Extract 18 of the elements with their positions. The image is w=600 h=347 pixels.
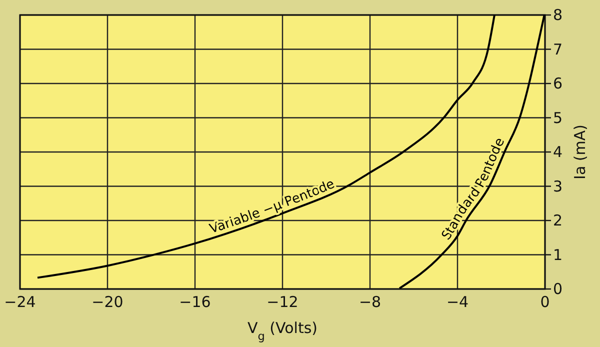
x-axis-title: V$_{g}$ (Volts) bbox=[247, 319, 318, 342]
y-tick-label: 8 bbox=[553, 6, 563, 24]
y-tick-label: 4 bbox=[553, 143, 563, 161]
x-tick-label: −12 bbox=[266, 293, 298, 311]
y-tick-label: 5 bbox=[553, 108, 563, 127]
x-tick-label: −20 bbox=[92, 293, 124, 311]
y-tick-label: 3 bbox=[553, 177, 563, 196]
x-tick-label: −8 bbox=[358, 293, 382, 311]
x-tick-label: 0 bbox=[540, 293, 550, 311]
x-tick-label: −16 bbox=[179, 293, 211, 311]
y-tick-label: 6 bbox=[553, 74, 563, 92]
y-tick-label: 1 bbox=[553, 246, 563, 264]
x-tick-label: −24 bbox=[4, 293, 36, 311]
y-tick-label: 2 bbox=[553, 212, 563, 230]
y-axis-title: Ia (mA) bbox=[571, 124, 589, 180]
x-tick-label: −4 bbox=[446, 293, 469, 311]
y-tick-label: 0 bbox=[553, 280, 563, 298]
y-tick-label: 7 bbox=[553, 40, 563, 58]
